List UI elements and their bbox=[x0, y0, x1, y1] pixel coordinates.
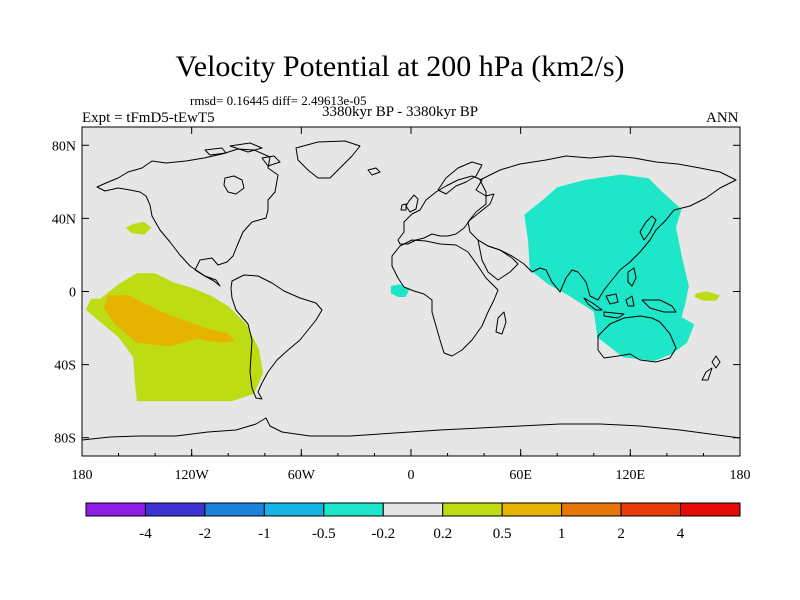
coastline-british-isles bbox=[400, 194, 419, 213]
statistics-label: rmsd= 0.16445 diff= 2.49613e-05 bbox=[190, 93, 367, 108]
colorbar-box bbox=[204, 502, 265, 517]
coastline-europe bbox=[397, 175, 495, 245]
lon-tick-label: 180 bbox=[730, 468, 751, 483]
contour-fill-region bbox=[694, 291, 720, 301]
lat-tick-label: 80S bbox=[54, 432, 76, 447]
lon-tick-label: 60W bbox=[288, 468, 316, 483]
colorbar-label: -0.2 bbox=[371, 526, 395, 542]
colorbar-box bbox=[263, 502, 325, 517]
season-label: ANN bbox=[706, 110, 739, 126]
coastline-arctic-islands bbox=[204, 142, 281, 167]
colorbar-label: -1 bbox=[258, 526, 271, 542]
lat-tick-label: 40N bbox=[52, 212, 76, 227]
plot-title: Velocity Potential at 200 hPa (km2/s) bbox=[175, 50, 625, 83]
lon-tick-label: 60E bbox=[509, 468, 532, 483]
coastline-north-america bbox=[96, 148, 279, 287]
contour-fill-region bbox=[103, 295, 236, 347]
coastline-hudson-bay bbox=[223, 175, 245, 195]
colorbar-box bbox=[442, 502, 503, 517]
experiment-label: Expt = tFmD5-tEwT5 bbox=[82, 110, 215, 126]
lon-tick-label: 0 bbox=[408, 468, 415, 483]
lon-tick-label: 120W bbox=[175, 468, 210, 483]
colorbar-box bbox=[561, 502, 622, 517]
lon-tick-label: 120E bbox=[616, 468, 646, 483]
coastline-arabia bbox=[477, 239, 519, 281]
coastline-iceland bbox=[367, 167, 381, 176]
lon-tick-label: 180 bbox=[72, 468, 93, 483]
colorbar-box bbox=[382, 502, 444, 517]
colorbar-label: -0.5 bbox=[312, 526, 336, 542]
colorbar-label: 2 bbox=[617, 526, 625, 542]
colorbar-label: 0.5 bbox=[493, 526, 512, 542]
colorbar-box bbox=[144, 502, 206, 517]
lat-tick-label: 40S bbox=[54, 359, 76, 374]
colorbar-box bbox=[680, 502, 741, 517]
colorbar-box bbox=[323, 502, 384, 517]
coastline-madagascar bbox=[495, 311, 507, 335]
colorbar-label: 1 bbox=[558, 526, 566, 542]
lat-tick-label: 80N bbox=[52, 139, 76, 154]
coastline-scandinavia bbox=[437, 161, 483, 195]
contour-fill-region bbox=[125, 222, 152, 235]
coastline-philippines bbox=[627, 267, 637, 287]
coastline-new-zealand bbox=[701, 355, 721, 381]
coastlines bbox=[82, 140, 740, 441]
coastline-africa bbox=[391, 239, 499, 357]
coastline-greenland bbox=[295, 140, 361, 179]
coastline-south-america bbox=[230, 274, 323, 400]
coastline-japan bbox=[639, 215, 657, 241]
colorbar-box bbox=[620, 502, 682, 517]
coastline-australia bbox=[597, 315, 677, 363]
coastline-antarctica bbox=[82, 417, 740, 441]
colorbar-label: 4 bbox=[677, 526, 685, 542]
colorbar-box bbox=[85, 502, 146, 517]
period-label: 3380kyr BP - 3380kyr BP bbox=[322, 104, 479, 120]
coastline-indonesia bbox=[583, 293, 677, 319]
colorbar-label: 0.2 bbox=[433, 526, 452, 542]
colorbar-label: -2 bbox=[199, 526, 212, 542]
lat-tick-label: 0 bbox=[69, 286, 76, 301]
colorbar-label: -4 bbox=[139, 526, 152, 542]
colorbar-box bbox=[501, 502, 563, 517]
contour-fill-region bbox=[524, 174, 695, 361]
